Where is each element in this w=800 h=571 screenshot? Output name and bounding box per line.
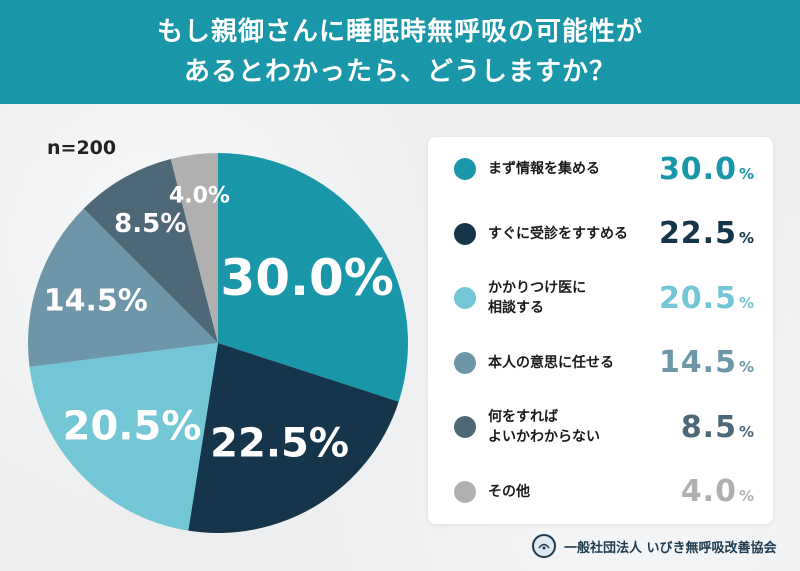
- legend-value-5: 4.0%: [681, 474, 755, 509]
- pie-slice-label-3: 14.5%: [44, 284, 148, 319]
- pie-slice-label-4: 8.5%: [114, 209, 186, 239]
- legend-item-2: かかりつけ医に 相談する 20.5%: [428, 272, 773, 324]
- legend-item-3: 本人の意思に任せる 14.5%: [428, 337, 773, 389]
- legend-value-unit-3: %: [738, 358, 755, 377]
- legend-label-4: 何をすれば よいかわからない: [488, 409, 600, 446]
- legend-value-4: 8.5%: [681, 410, 755, 445]
- pie-slice-5: [170, 153, 218, 343]
- legend-label-0: まず情報を集める: [488, 161, 600, 178]
- legend-item-0: まず情報を集める 30.0%: [428, 143, 773, 195]
- title-banner: もし親御さんに睡眠時無呼吸の可能性が あるとわかったら、どうしますか？: [0, 0, 800, 104]
- legend-value-3: 14.5%: [659, 345, 755, 380]
- legend-swatch-2: [454, 287, 476, 310]
- legend-value-1: 22.5%: [659, 216, 755, 251]
- legend-swatch-5: [454, 480, 476, 503]
- legend-item-5: その他 4.0%: [428, 466, 773, 518]
- legend-value-unit-2: %: [738, 293, 755, 312]
- legend-label-3: 本人の意思に任せる: [488, 354, 614, 371]
- organization-logo-icon: [532, 534, 556, 558]
- title-line-1: もし親御さんに睡眠時無呼吸の可能性が: [156, 17, 643, 47]
- legend-value-number-0: 30.0: [658, 151, 737, 187]
- legend-value-number-5: 4.0: [680, 474, 737, 510]
- pie-slice-label-0: 30.0%: [220, 249, 393, 307]
- legend-item-1: すぐに受診をすすめる 22.5%: [428, 208, 773, 260]
- pie-slice-1: [188, 343, 399, 533]
- pie-chart: 30.0% 22.5%20.5% 14.5% 8.5%4.0%: [28, 153, 408, 533]
- legend-value-unit-4: %: [738, 422, 755, 441]
- legend-value-number-3: 14.5: [658, 345, 737, 381]
- legend-label-2: かかりつけ医に 相談する: [488, 280, 587, 317]
- pie-slice-2: [29, 343, 219, 531]
- legend-value-unit-1: %: [738, 229, 755, 248]
- legend-value-2: 20.5%: [659, 281, 755, 316]
- legend-swatch-1: [454, 222, 476, 245]
- legend-item-4: 何をすれば よいかわからない 8.5%: [428, 401, 773, 453]
- pie-slice-4: [83, 158, 218, 343]
- pie-slice-label-1: 22.5%: [210, 420, 349, 466]
- legend-value-unit-0: %: [738, 164, 755, 183]
- pie-slice-0: [218, 153, 408, 402]
- legend-swatch-0: [454, 158, 476, 181]
- organization-credit: 一般社団法人 いびき無呼吸改善協会: [532, 532, 782, 560]
- legend-label-5: その他: [488, 483, 530, 500]
- legend-swatch-3: [454, 351, 476, 374]
- organization-name: 一般社団法人 いびき無呼吸改善協会: [564, 540, 777, 556]
- legend-swatch-4: [454, 416, 476, 439]
- legend-value-number-2: 20.5: [658, 280, 737, 316]
- title-line-2: あるとわかったら、どうしますか？: [183, 57, 616, 87]
- legend-value-number-4: 8.5: [680, 409, 737, 445]
- pie-slice-label-5: 4.0%: [169, 183, 230, 208]
- legend-value-0: 30.0%: [659, 152, 755, 187]
- legend: まず情報を集める 30.0% すぐに受診をすすめる 22.5% かかりつけ医に 相談する…: [428, 137, 773, 524]
- pie-slice-label-2: 20.5%: [63, 403, 202, 449]
- legend-label-1: すぐに受診をすすめる: [488, 225, 628, 242]
- sample-size: n=200: [47, 137, 117, 159]
- pie-slice-3: [28, 208, 219, 367]
- legend-value-unit-5: %: [738, 487, 755, 506]
- legend-value-number-1: 22.5: [658, 216, 737, 252]
